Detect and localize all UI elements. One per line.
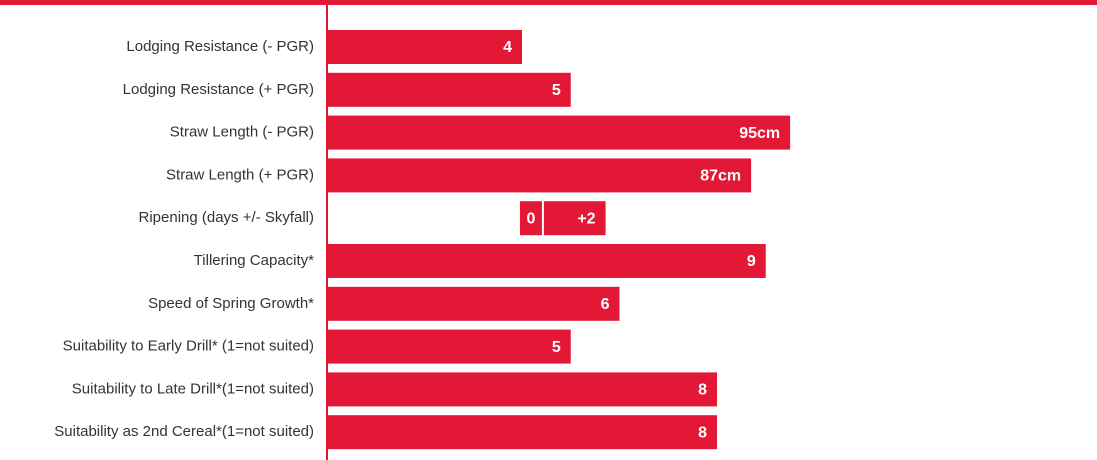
top-band [0,0,1097,5]
value-label: 5 [552,82,561,99]
value-label: 9 [747,253,756,270]
bar [327,158,752,193]
value-label: +2 [577,210,595,227]
category-label: Ripening (days +/- Skyfall) [139,209,315,226]
bar [327,30,522,64]
value-label: 8 [698,424,707,441]
value-label: 6 [601,296,610,313]
bar [327,372,717,407]
category-label: Straw Length (- PGR) [170,124,314,141]
category-label: Tillering Capacity* [194,252,314,269]
category-label: Suitability as 2nd Cereal*(1=not suited) [54,423,314,440]
category-label: Suitability to Late Drill*(1=not suited) [72,380,314,397]
category-label: Lodging Resistance (- PGR) [126,38,314,55]
value-label: 4 [503,39,512,56]
category-label: Straw Length (+ PGR) [166,166,314,183]
zero-marker [519,201,542,236]
zero-label: 0 [526,210,535,227]
bar [327,415,717,450]
bar [327,115,791,150]
value-label: 8 [698,382,707,399]
bar [543,201,606,236]
bar [327,329,571,364]
category-label: Lodging Resistance (+ PGR) [123,81,314,98]
bar [327,286,620,321]
value-label: 95cm [739,125,780,142]
bar [327,244,766,278]
bar [327,72,571,107]
category-label: Suitability to Early Drill* (1=not suite… [63,338,314,355]
category-label: Speed of Spring Growth* [148,295,314,312]
value-label: 87cm [700,168,741,185]
value-label: 5 [552,339,561,356]
